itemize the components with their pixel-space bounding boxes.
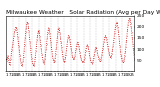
Text: Milwaukee Weather   Solar Radiation (Avg per Day W/m2/minute): Milwaukee Weather Solar Radiation (Avg p…	[6, 10, 160, 15]
